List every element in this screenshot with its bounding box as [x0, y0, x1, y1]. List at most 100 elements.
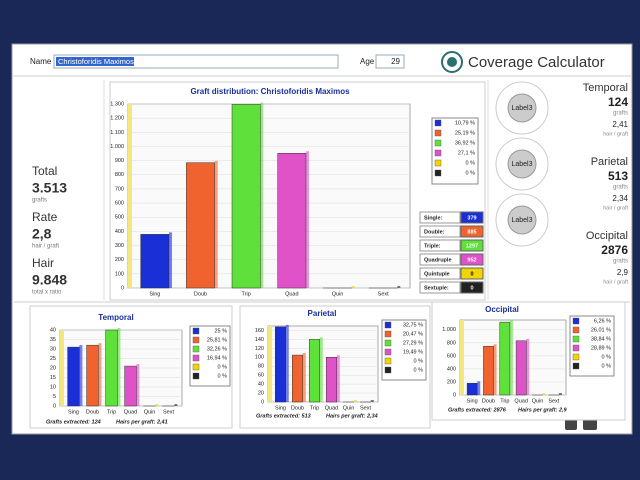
- y-tick-label: 200: [447, 379, 456, 385]
- bar-side: [305, 151, 309, 288]
- legend-label: 25,19 %: [455, 130, 475, 136]
- y-tick-label: 1.000: [442, 327, 456, 333]
- y-tick-label: 900: [115, 158, 124, 164]
- legend-label: 0 %: [414, 367, 424, 373]
- chart-title: Graft distribution: Christoforidis Maxim…: [190, 87, 350, 96]
- x-tick-label: Sext: [548, 398, 559, 404]
- summary-unit: total x ratio: [32, 290, 62, 296]
- table-value-cell: [460, 253, 484, 266]
- bar: [274, 326, 287, 403]
- bar-side: [79, 345, 83, 406]
- y-tick-label: 1.200: [110, 116, 124, 122]
- region-unit: grafts: [613, 259, 628, 265]
- age-input[interactable]: [375, 54, 405, 69]
- legend-label: 32,26 %: [207, 346, 227, 352]
- x-tick-label: Doub: [291, 405, 304, 411]
- table-value-cell: [460, 239, 484, 252]
- y-tick-label: 140: [255, 337, 264, 343]
- bar-side: [558, 393, 562, 395]
- bar-side: [98, 343, 102, 406]
- y-tick-label: 500: [115, 215, 124, 221]
- bar: [483, 345, 494, 396]
- x-tick-label: Quin: [532, 398, 544, 404]
- bar-side: [397, 286, 401, 288]
- legend-swatch: [192, 336, 200, 344]
- legend-label: 28,89 %: [591, 345, 611, 351]
- region-count: 513: [608, 169, 628, 183]
- legend-label: 20,47 %: [403, 331, 423, 337]
- legend-swatch: [434, 129, 442, 137]
- age-value: 29: [391, 57, 400, 66]
- bar-side: [526, 338, 530, 395]
- legend-swatch: [572, 326, 580, 334]
- y-tick-label: 1.000: [110, 144, 124, 150]
- bar: [325, 357, 338, 403]
- chart-footer: Grafts extracted: 2876: [448, 407, 507, 413]
- legend-swatch: [384, 366, 392, 374]
- y-tick-label: 600: [115, 201, 124, 207]
- legend-label: 38,84 %: [591, 336, 611, 342]
- y-tick-label: 1.300: [110, 101, 124, 107]
- legend-label: 10,79 %: [455, 120, 475, 126]
- plot-wall: [128, 104, 132, 288]
- region-dot: [507, 149, 537, 179]
- print-icon[interactable]: [583, 418, 597, 430]
- table-value: 0: [470, 271, 473, 277]
- y-tick-label: 80: [258, 364, 264, 370]
- bar-side: [477, 381, 481, 395]
- x-tick-label: Quad: [514, 398, 527, 404]
- bar-side: [493, 344, 497, 395]
- bar: [86, 344, 99, 407]
- x-tick-label: Trip: [310, 405, 319, 411]
- legend-label: 0 %: [466, 160, 476, 166]
- legend-label: 19,49 %: [403, 349, 423, 355]
- legend-swatch: [192, 327, 200, 335]
- bar-side: [260, 102, 264, 288]
- legend-swatch: [434, 139, 442, 147]
- legend-label: 6,26 %: [594, 318, 611, 324]
- legend-label: 16,94 %: [207, 355, 227, 361]
- table-value: 1297: [466, 243, 478, 249]
- bar-side: [353, 400, 357, 402]
- legend-swatch: [434, 149, 442, 157]
- y-tick-label: 100: [255, 355, 264, 361]
- legend-swatch: [192, 354, 200, 362]
- bar: [308, 339, 321, 403]
- legend-swatch: [384, 330, 392, 338]
- y-tick-label: 400: [447, 366, 456, 372]
- summary-label: Total: [32, 164, 57, 178]
- region-name: Occipital: [586, 230, 628, 242]
- summary-label: Hair: [32, 256, 54, 270]
- x-tick-label: Sing: [467, 398, 478, 404]
- summary-label: Rate: [32, 210, 58, 224]
- table-label-cell: [419, 253, 461, 266]
- chart-title: Temporal: [98, 313, 133, 322]
- y-tick-label: 700: [115, 186, 124, 192]
- x-tick-label: Quad: [325, 405, 338, 411]
- legend-swatch: [434, 169, 442, 177]
- y-tick-label: 60: [258, 373, 264, 379]
- legend-label: 25,81 %: [207, 337, 227, 343]
- table-label: Single:: [424, 215, 443, 221]
- bar: [499, 321, 511, 396]
- legend-swatch: [192, 363, 200, 371]
- region-rate-unit: hair / graft: [603, 205, 628, 211]
- chart-title: Parietal: [308, 309, 337, 318]
- age-label: Age: [360, 57, 375, 66]
- y-tick-label: 160: [255, 328, 264, 334]
- bar: [124, 365, 137, 407]
- bar-side: [168, 232, 172, 288]
- chart-footer: Hairs per graft: 2,41: [116, 419, 168, 425]
- bar-side: [370, 400, 374, 402]
- table-value: 952: [467, 257, 476, 263]
- circle-label: Label3: [511, 217, 532, 224]
- table-label: Double:: [424, 229, 445, 235]
- table-label-cell: [419, 239, 461, 252]
- legend-swatch: [384, 321, 392, 329]
- save-icon[interactable]: [565, 418, 577, 430]
- bar-side: [302, 353, 306, 402]
- legend-swatch: [572, 335, 580, 343]
- bar-side: [136, 364, 140, 406]
- legend-label: 25 %: [214, 328, 227, 334]
